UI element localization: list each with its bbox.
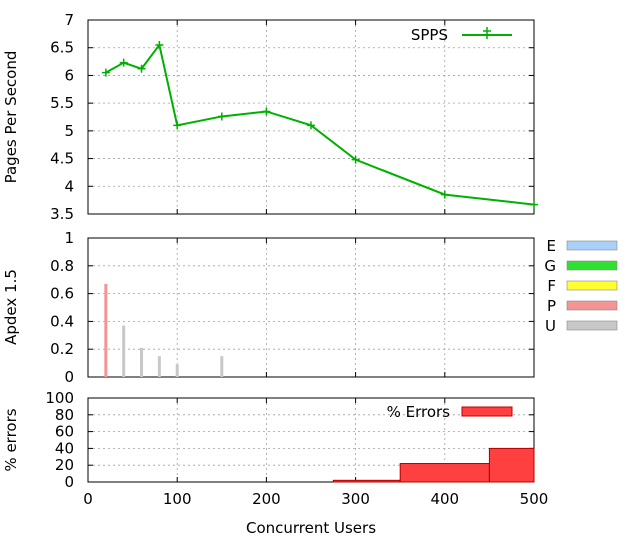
- apdex-legend-swatch: [566, 240, 618, 251]
- x-tick-label: 300: [341, 490, 370, 508]
- apdex-legend-label: P: [547, 297, 556, 315]
- y-tick-label: 6: [64, 66, 74, 84]
- sps-grid: [87, 19, 535, 215]
- errors-x-ticks: 0 100 200 300 400 500: [83, 490, 548, 508]
- sps-series-line: [105, 42, 535, 206]
- sps-y-ticks: 3.5 4 4.5 5 5.5 6 6.5 7: [50, 11, 74, 223]
- apdex-bar: [104, 283, 108, 377]
- sps-data-point: [262, 107, 271, 116]
- apdex-y-ticks: 0 0.2 0.4 0.6 0.8 1: [50, 229, 74, 386]
- x-tick-label: 400: [430, 490, 459, 508]
- y-tick-label: 0: [64, 368, 74, 386]
- apdex-bars: [104, 283, 224, 377]
- x-tick-label: 0: [83, 490, 93, 508]
- x-tick-label: 100: [163, 490, 192, 508]
- y-tick-label: 7: [64, 11, 74, 29]
- apdex-legend-label: E: [547, 237, 556, 255]
- y-tick-label: 0.6: [50, 285, 74, 303]
- apdex-legend-label: F: [547, 277, 556, 295]
- apdex-bar: [157, 356, 161, 377]
- errors-bar: [332, 479, 401, 483]
- sps-legend: SPPS: [411, 26, 512, 44]
- apdex-y-axis-label: Apdex 1.5: [2, 269, 20, 345]
- y-tick-label: 0: [64, 473, 74, 491]
- x-tick-label: 200: [252, 490, 281, 508]
- sps-data-point: [351, 155, 360, 164]
- sps-data-point: [119, 58, 128, 67]
- apdex-bar: [175, 364, 179, 377]
- errors-legend-label: % Errors: [387, 403, 451, 421]
- y-tick-label: 0.4: [50, 312, 74, 330]
- y-tick-label: 4.5: [50, 150, 74, 168]
- y-tick-label: 40: [55, 439, 74, 457]
- sps-series: [101, 40, 538, 209]
- apdex-legend-label: G: [544, 257, 556, 275]
- y-tick-label: 6.5: [50, 39, 74, 57]
- errors-bar: [488, 447, 535, 483]
- sps-data-point: [217, 112, 226, 121]
- errors-legend-swatch: [461, 406, 513, 417]
- apdex-bar: [140, 347, 144, 377]
- y-tick-label: 0.2: [50, 340, 74, 358]
- sps-panel: 3.5 4 4.5 5 5.5 6 6.5 7 Pages Per Second SPPS: [2, 11, 538, 223]
- sps-data-point: [137, 64, 146, 73]
- apdex-legend-swatch: [566, 320, 618, 331]
- y-tick-label: 3.5: [50, 205, 74, 223]
- y-tick-label: 1: [64, 229, 74, 247]
- apdex-bar: [220, 356, 224, 377]
- y-tick-label: 0.8: [50, 257, 74, 275]
- y-tick-label: 60: [55, 423, 74, 441]
- sps-data-point: [307, 121, 315, 130]
- errors-y-axis-label: % errors: [2, 408, 20, 471]
- apdex-legend-label: U: [545, 317, 556, 335]
- sps-frame: [87, 19, 535, 215]
- errors-legend: % Errors: [387, 403, 513, 421]
- sps-data-point: [155, 40, 164, 49]
- apdex-grid: [87, 237, 535, 378]
- x-tick-label: 500: [520, 490, 549, 508]
- sps-data-point: [101, 68, 110, 77]
- y-tick-label: 4: [64, 177, 74, 195]
- apdex-frame: [87, 237, 535, 378]
- apdex-bar: [122, 325, 126, 377]
- sps-data-point: [440, 190, 449, 199]
- apdex-legend-swatch: [566, 260, 618, 271]
- y-tick-label: 80: [55, 406, 74, 424]
- sps-data-point: [173, 121, 182, 130]
- apdex-legend-swatch: [566, 280, 618, 291]
- x-axis-label: Concurrent Users: [246, 519, 376, 537]
- apdex-legend-swatch: [566, 300, 618, 311]
- errors-bar: [399, 463, 490, 483]
- sps-data-point: [530, 200, 538, 209]
- sps-legend-label: SPPS: [411, 26, 448, 44]
- errors-frame: [87, 397, 535, 483]
- errors-bars: [332, 447, 535, 483]
- y-tick-label: 100: [45, 389, 74, 407]
- sps-y-axis-label: Pages Per Second: [2, 51, 20, 184]
- y-tick-label: 20: [55, 456, 74, 474]
- y-tick-label: 5: [64, 122, 74, 140]
- y-tick-label: 5.5: [50, 94, 74, 112]
- sps-legend-marker: [483, 27, 491, 39]
